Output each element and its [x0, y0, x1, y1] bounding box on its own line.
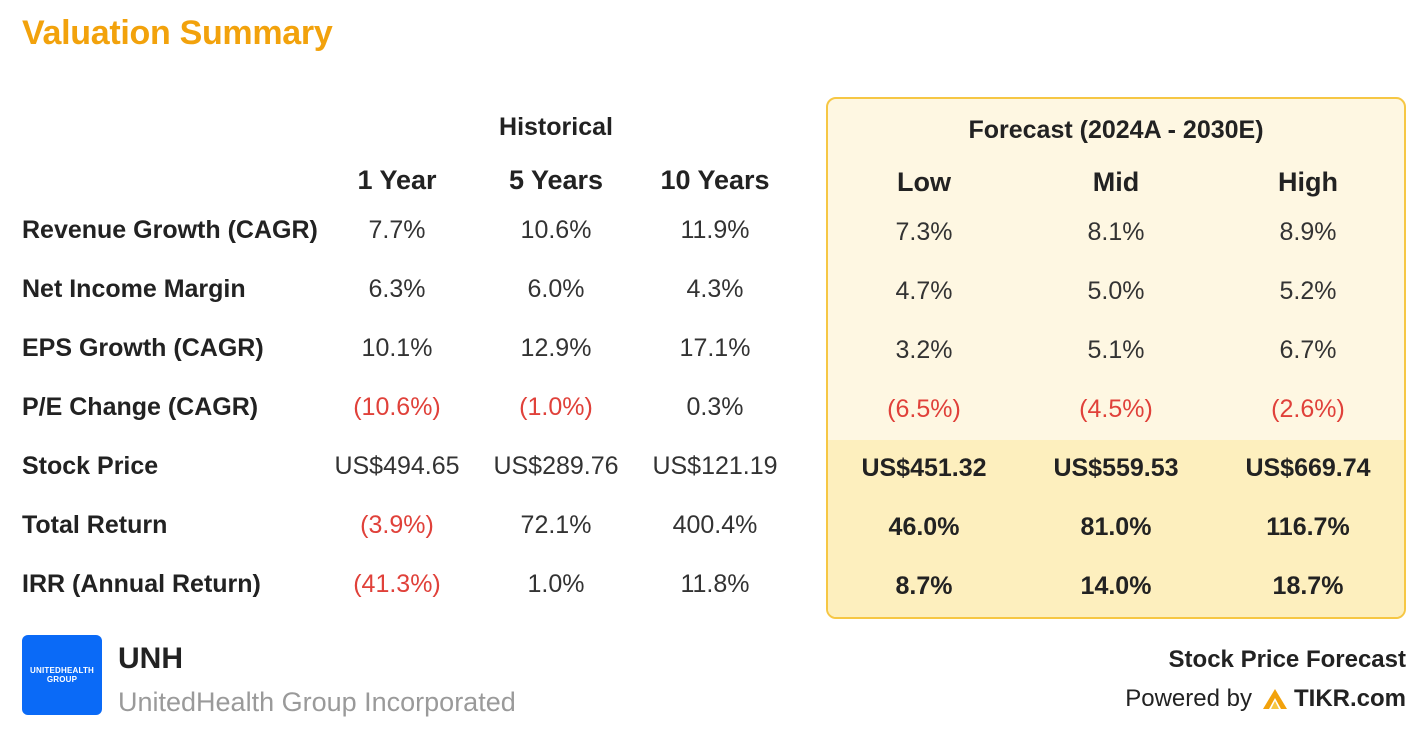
historical-cell: 6.0%	[527, 275, 585, 303]
row-label: Revenue Growth (CAGR)	[22, 216, 318, 244]
historical-cell: 0.3%	[686, 393, 744, 421]
historical-cell: 400.4%	[672, 511, 758, 539]
forecast-cell: US$669.74	[1245, 454, 1371, 482]
forecast-cell: 3.2%	[895, 336, 953, 364]
forecast-cell: (4.5%)	[1079, 395, 1153, 423]
forecast-col-header: Low	[897, 167, 951, 197]
forecast-cell: US$451.32	[861, 454, 987, 482]
historical-cell: 6.3%	[368, 275, 426, 303]
row-label: Stock Price	[22, 452, 159, 480]
forecast-header: Forecast (2024A - 2030E)	[968, 116, 1264, 144]
row-label: Net Income Margin	[22, 275, 246, 303]
historical-cell: US$289.76	[493, 452, 619, 480]
forecast-cell: 8.9%	[1279, 218, 1337, 246]
forecast-col-header: Mid	[1092, 167, 1140, 197]
historical-cell: US$121.19	[652, 452, 778, 480]
row-label: EPS Growth (CAGR)	[22, 334, 264, 362]
historical-cell: (41.3%)	[353, 570, 441, 598]
historical-cell: (10.6%)	[353, 393, 441, 421]
forecast-highlight-area	[828, 440, 1404, 617]
forecast-cell: 116.7%	[1266, 513, 1350, 541]
forecast-cell: 7.3%	[895, 218, 953, 246]
historical-col-header: 1 Year	[357, 165, 437, 195]
historical-cell: 10.6%	[520, 216, 592, 244]
historical-cell: 1.0%	[527, 570, 585, 598]
historical-cell: 7.7%	[368, 216, 426, 244]
forecast-cell: 5.0%	[1087, 277, 1145, 305]
forecast-cell: 4.7%	[895, 277, 953, 305]
historical-cell: 12.9%	[520, 334, 592, 362]
tikr-brand: TIKR.com	[1293, 685, 1406, 712]
forecast-cell: 14.0%	[1080, 572, 1152, 600]
historical-cell: US$494.65	[334, 452, 460, 480]
footer-title: Stock Price Forecast	[1168, 646, 1406, 673]
forecast-cell: 8.1%	[1087, 218, 1145, 246]
forecast-cell: 5.2%	[1279, 277, 1337, 305]
forecast-cell: (6.5%)	[887, 395, 961, 423]
forecast-cell: 18.7%	[1272, 572, 1344, 600]
page-title: Valuation Summary	[22, 14, 333, 52]
forecast-col-header: High	[1278, 167, 1338, 197]
historical-cell: (1.0%)	[519, 393, 593, 421]
row-label: Total Return	[22, 511, 168, 539]
forecast-cell: 81.0%	[1080, 513, 1152, 541]
historical-cell: (3.9%)	[360, 511, 434, 539]
tikr-logo-icon	[1262, 689, 1287, 709]
forecast-cell: 5.1%	[1087, 336, 1145, 364]
historical-cell: 4.3%	[686, 275, 744, 303]
company-name: UnitedHealth Group Incorporated	[118, 687, 516, 717]
company-logo: UNITEDHEALTH GROUP	[22, 635, 102, 715]
historical-cell: 17.1%	[679, 334, 751, 362]
forecast-cell: US$559.53	[1053, 454, 1179, 482]
forecast-panel	[826, 97, 1406, 619]
logo-text-line1: UNITEDHEALTH	[29, 666, 95, 675]
historical-cell: 11.8%	[680, 570, 750, 598]
historical-cell: 72.1%	[520, 511, 592, 539]
historical-cell: 10.1%	[361, 334, 433, 362]
logo-text-line2: GROUP	[46, 675, 78, 684]
powered-by: Powered by TIKR.com	[1125, 685, 1406, 713]
forecast-cell: 46.0%	[888, 513, 960, 541]
historical-col-header: 10 Years	[660, 165, 770, 195]
forecast-cell: 6.7%	[1279, 336, 1337, 364]
row-label: IRR (Annual Return)	[22, 570, 261, 598]
company-ticker: UNH	[118, 642, 183, 675]
historical-col-header: 5 Years	[508, 165, 604, 195]
powered-by-text: Powered by	[1125, 685, 1252, 712]
row-label: P/E Change (CAGR)	[22, 393, 259, 421]
historical-header: Historical	[499, 113, 613, 141]
forecast-cell: 8.7%	[895, 572, 953, 600]
forecast-cell: (2.6%)	[1271, 395, 1345, 423]
historical-cell: 11.9%	[680, 216, 750, 244]
